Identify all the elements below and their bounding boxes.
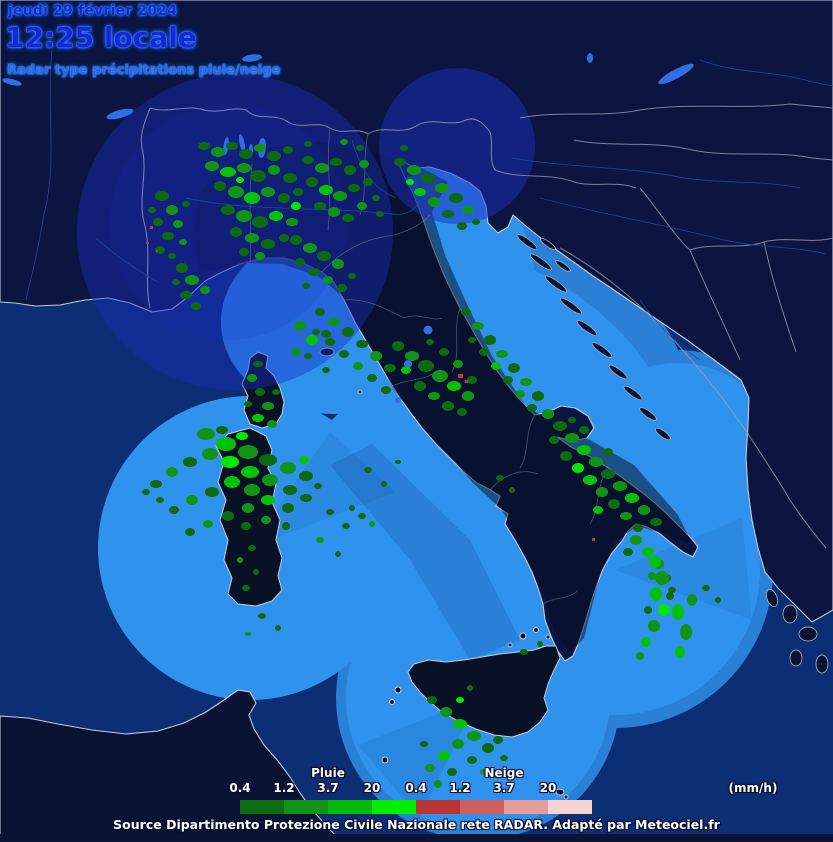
snow-tick-4: 20 [539, 781, 557, 795]
snow-swatch-2 [460, 800, 504, 814]
snow-tick-2: 1.2 [449, 781, 471, 795]
rain-tick-2: 1.2 [273, 781, 295, 795]
rain-swatch-3 [328, 800, 372, 814]
snow-scale-label: Neige [484, 766, 524, 780]
rain-tick-4: 20 [363, 781, 381, 795]
source-attribution: Source Dipartimento Protezione Civile Na… [113, 817, 720, 832]
lakes [2, 53, 694, 403]
rain-tick-3: 3.7 [317, 781, 339, 795]
rain-swatch-2 [284, 800, 328, 814]
snow-swatch-4 [548, 800, 592, 814]
time-label: 12:25 locale [5, 21, 197, 54]
radar-type-label: Radar type précipitations pluie/neige [7, 63, 281, 78]
snow-echoes [146, 226, 595, 541]
snow-swatch-1 [416, 800, 460, 814]
units-label: (mm/h) [728, 781, 778, 795]
coverage-shadow-wedges [250, 432, 752, 818]
rain-swatch-4 [372, 800, 416, 814]
rain-swatch-1 [240, 800, 284, 814]
greek-islands [765, 588, 829, 674]
precipitation-echoes [142, 139, 721, 791]
rain-scale-label: Pluie [311, 766, 345, 780]
snow-tick-1: 0.4 [405, 781, 427, 795]
rivers [25, 49, 833, 361]
legend-color-bar [240, 800, 592, 814]
date-label: jeudi 29 février 2024 [8, 3, 178, 19]
bottom-edge-band [0, 834, 833, 842]
snow-tick-3: 3.7 [493, 781, 515, 795]
radar-range-overlay-ne [379, 68, 535, 224]
snow-swatch-3 [504, 800, 548, 814]
national-borders [140, 103, 833, 549]
rain-tick-1: 0.4 [229, 781, 251, 795]
croatian-islands [516, 234, 671, 441]
